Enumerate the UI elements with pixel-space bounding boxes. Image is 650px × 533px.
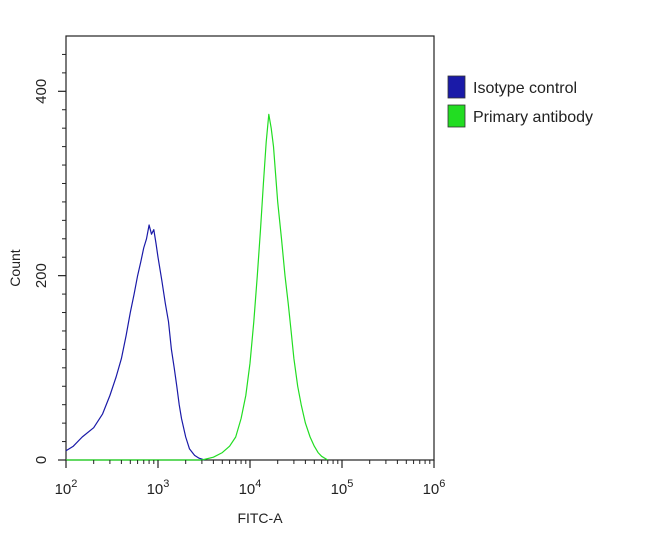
legend: Isotype control Primary antibody (447, 75, 593, 128)
legend-label-2: Primary antibody (473, 109, 593, 126)
series-line-1 (65, 224, 205, 461)
x-tick-label: 103 (147, 478, 170, 498)
x-tick-label: 106 (423, 478, 446, 498)
x-axis-title: FITC-A (237, 510, 283, 526)
x-tick-label: 102 (55, 478, 78, 498)
legend-swatch-2 (447, 104, 466, 128)
y-tick-label: 0 (33, 456, 50, 464)
ticks-layer (58, 53, 435, 468)
y-tick-label: 400 (33, 79, 50, 104)
y-axis-title: Count (7, 249, 23, 286)
x-tick-label: 105 (331, 478, 354, 498)
y-tick-label: 200 (33, 263, 50, 288)
legend-label-1: Isotype control (473, 80, 577, 97)
series-line-2 (66, 113, 329, 461)
x-tick-label: 104 (239, 478, 262, 498)
series-layer (65, 113, 329, 461)
plot-area (58, 35, 435, 468)
labels-layer: 102 103 104 105 106 0 200 400 (33, 79, 445, 498)
legend-swatch-1 (447, 75, 466, 99)
plot-frame (65, 35, 435, 461)
